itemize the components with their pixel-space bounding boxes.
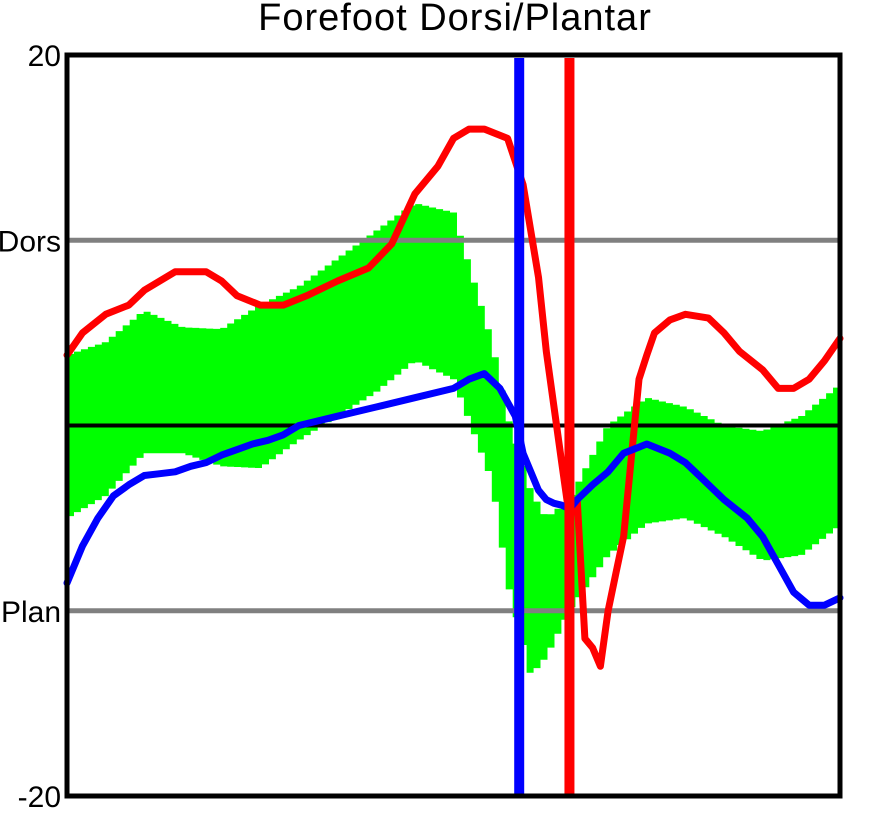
series-line-0 (63, 125, 844, 670)
y-tick-label-2: Plan (1, 596, 61, 629)
y-tick-labels: 20 Dors Plan -20 (0, 40, 61, 814)
plot-frame (64, 52, 843, 799)
vertical-lines-layer (514, 58, 575, 796)
y-tick-label-0: 20 (28, 40, 61, 73)
y-tick-label-1: Dors (0, 225, 61, 258)
reference-lines-layer (67, 237, 840, 614)
normal-band (67, 204, 840, 673)
chart-title: Forefoot Dorsi/Plantar (258, 0, 652, 39)
y-tick-label-3: -20 (18, 781, 61, 814)
normal-band-layer (67, 204, 840, 673)
